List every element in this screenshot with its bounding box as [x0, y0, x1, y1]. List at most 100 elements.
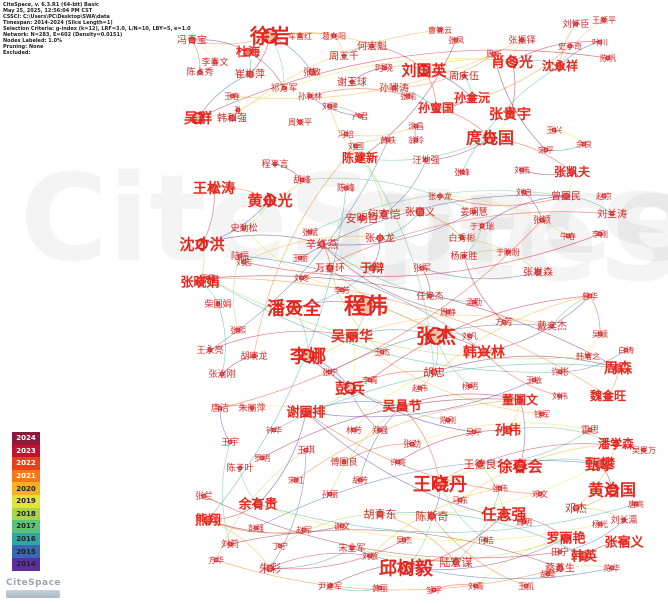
network-node — [293, 477, 299, 483]
node-label: 张宿义 — [405, 206, 435, 219]
node-label: 孙金沅 — [454, 90, 490, 105]
network-node — [471, 429, 477, 435]
network-node — [557, 393, 563, 399]
network-node — [357, 477, 363, 483]
network-node — [445, 309, 451, 315]
node-label: 程伟 — [344, 295, 388, 320]
network-node — [471, 299, 477, 305]
citespace-logo-bar — [6, 590, 60, 598]
network-node — [581, 141, 587, 147]
node-label: 宋全军 — [338, 542, 365, 554]
network-node — [351, 427, 357, 433]
node-label: 王春 — [224, 91, 240, 101]
network-edge — [351, 547, 613, 580]
network-node — [459, 169, 465, 175]
network-node — [568, 168, 576, 176]
network-node — [419, 265, 425, 271]
node-label: 吴民万 — [632, 446, 656, 455]
network-edge — [519, 399, 526, 467]
network-edge — [379, 463, 601, 516]
network-edge — [463, 255, 505, 323]
network-node — [437, 193, 443, 199]
node-label: 王杰 — [374, 347, 390, 357]
node-label: 马东 — [452, 495, 468, 505]
network-node — [368, 264, 376, 272]
network-node — [514, 460, 526, 472]
year-legend: 2024 2023 2022 2021 2020 2019 2018 2017 2016 2015… — [12, 432, 40, 571]
node-label: 丁宁 — [272, 541, 288, 551]
node-label: 刘敏 — [362, 551, 378, 561]
node-label: 陈华 — [604, 563, 620, 573]
node-label: 汪地强 — [412, 154, 439, 166]
network-node — [612, 440, 620, 448]
node-label: 于盼盼 — [496, 248, 520, 257]
node-label: 谢玉球 — [337, 76, 367, 89]
network-edge — [273, 363, 619, 431]
network-nodes — [188, 17, 647, 593]
network-node — [597, 521, 603, 527]
node-label: 朱彩 — [259, 562, 281, 575]
network-edge — [321, 243, 475, 303]
node-label: 张军 — [413, 263, 431, 274]
network-edge — [421, 267, 431, 297]
legend-year-2014: 2014 — [12, 557, 40, 571]
network-node — [297, 33, 303, 39]
node-label: 何宏魁 — [357, 40, 387, 53]
network-edge — [547, 565, 613, 575]
node-label: 孟勤 — [466, 297, 482, 307]
node-label: 刘长瀛 — [610, 514, 637, 526]
node-label: 韩培之 — [576, 351, 600, 361]
network-edge — [507, 427, 617, 445]
network-node — [523, 583, 529, 589]
network-node — [327, 491, 333, 497]
node-label: 彭兵 — [335, 379, 365, 397]
network-node — [299, 275, 305, 281]
network-node — [601, 17, 607, 23]
node-label: 万春环 — [315, 263, 345, 275]
network-edge — [455, 487, 501, 563]
network-node — [237, 465, 243, 471]
network-node — [579, 551, 589, 561]
network-node — [609, 565, 615, 571]
network-edge — [439, 195, 569, 237]
network-node — [567, 43, 573, 49]
node-label: 王永亮 — [196, 344, 223, 356]
network-edge — [309, 88, 409, 97]
network-edge — [279, 513, 381, 547]
node-label: 尹建军 — [318, 581, 342, 591]
network-edge — [243, 233, 601, 277]
node-label: 徐岩 — [249, 24, 290, 48]
network-node — [597, 331, 603, 337]
node-label: 周静 — [440, 307, 456, 317]
network-edge — [233, 255, 241, 331]
network-node — [534, 268, 542, 276]
network-edge — [343, 45, 373, 57]
network-edge — [329, 405, 403, 495]
node-label: 张发森 — [523, 266, 553, 279]
node-label: 刘志 — [236, 257, 252, 267]
network-edge — [401, 393, 521, 407]
network-node — [549, 323, 555, 329]
node-label: 周庆伍 — [449, 70, 479, 83]
info-line: Network: N=283, E=602 (Density=0.0151) — [3, 32, 123, 38]
network-node — [349, 545, 355, 551]
network-edge — [229, 529, 561, 569]
network-edge — [295, 399, 521, 481]
network-node — [376, 510, 384, 518]
node-label: 宋平 — [538, 145, 554, 155]
node-label: 赵军 — [296, 525, 312, 535]
node-label: 张劲 — [403, 438, 421, 450]
network-edge — [351, 537, 567, 560]
network-edge — [359, 39, 457, 159]
network-node — [243, 47, 253, 57]
network-edge — [411, 422, 591, 445]
network-node — [531, 377, 537, 383]
network-edge — [301, 177, 475, 213]
node-label: 孙啸涛 — [379, 82, 409, 95]
network-edge — [219, 407, 231, 443]
network-node — [479, 223, 485, 229]
network-node — [609, 211, 615, 217]
network-node — [573, 21, 579, 27]
network-edge — [559, 19, 605, 67]
